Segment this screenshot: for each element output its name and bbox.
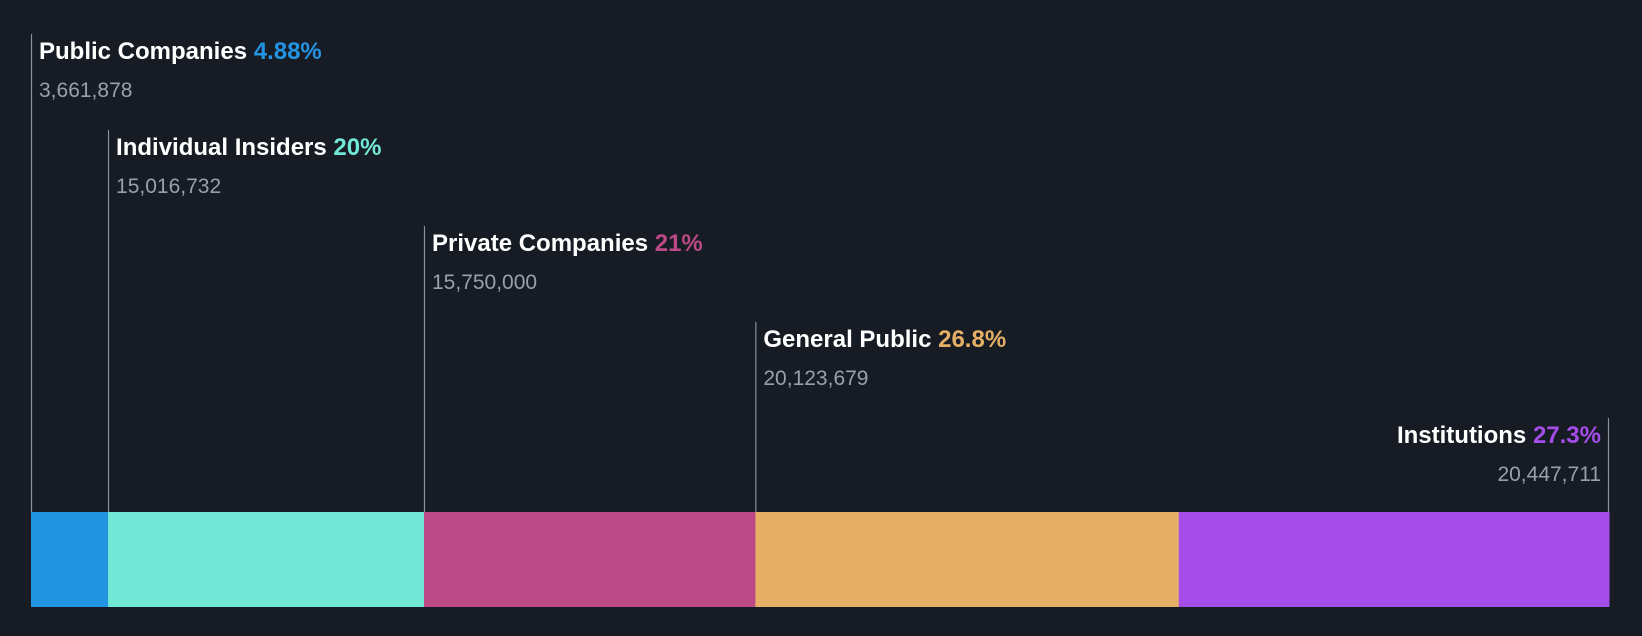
segment-percent-general-public: 26.8%: [938, 326, 1006, 353]
segment-label-private-companies: Private Companies 21%: [432, 230, 703, 257]
segment-percent-public-companies: 4.88%: [254, 38, 322, 65]
segment-shares-public-companies: 3,661,878: [39, 79, 132, 102]
segment-percent-private-companies: 21%: [655, 230, 703, 257]
bar-segment-public-companies: [31, 512, 109, 607]
segment-shares-individual-insiders: 15,016,732: [116, 175, 221, 198]
segment-name-private-companies: Private Companies: [432, 230, 655, 257]
segment-name-individual-insiders: Individual Insiders: [116, 134, 333, 161]
bar-segment-private-companies: [424, 512, 756, 607]
segment-label-public-companies: Public Companies 4.88%: [39, 38, 322, 65]
segment-label-general-public: General Public 26.8%: [763, 326, 1006, 353]
bar-segment-individual-insiders: [108, 512, 425, 607]
segment-shares-general-public: 20,123,679: [763, 367, 868, 390]
segment-percent-institutions: 27.3%: [1533, 422, 1601, 449]
segment-label-individual-insiders: Individual Insiders 20%: [116, 134, 381, 161]
segment-labels: Public Companies 4.88% 3,661,878 Individua…: [39, 38, 1601, 486]
segment-name-general-public: General Public: [763, 326, 938, 353]
segment-shares-institutions: 20,447,711: [1497, 463, 1601, 486]
segment-name-public-companies: Public Companies: [39, 38, 254, 65]
segment-label-institutions: Institutions 27.3%: [1397, 422, 1601, 449]
segment-name-institutions: Institutions: [1397, 422, 1533, 449]
leader-lines: [30, 34, 1610, 512]
stacked-bar: [31, 512, 1610, 607]
segment-shares-private-companies: 15,750,000: [432, 271, 537, 294]
segment-percent-individual-insiders: 20%: [333, 134, 381, 161]
bar-segment-institutions: [1178, 512, 1610, 607]
bar-segment-general-public: [755, 512, 1180, 607]
